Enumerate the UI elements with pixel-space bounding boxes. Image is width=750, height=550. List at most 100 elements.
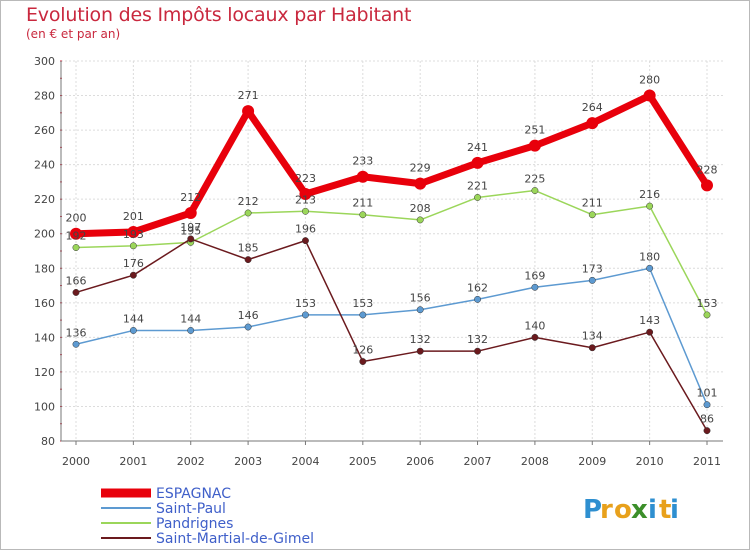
series-espagnac [70,89,713,240]
data-label: 212 [180,191,201,204]
data-point [359,358,367,365]
data-label: 211 [582,197,603,210]
data-label: 176 [123,257,144,270]
data-label: 193 [123,228,144,241]
data-label: 195 [180,224,201,237]
data-label: 126 [352,344,373,357]
data-point [187,327,195,334]
data-point [187,235,195,243]
data-point [242,105,255,118]
series-line [75,189,708,316]
data-label: 197 [180,221,201,234]
logo-letter: r [600,495,613,525]
data-label: 101 [697,387,718,400]
y-tick-label: 80 [41,435,55,448]
y-tick-label: 260 [34,124,55,137]
data-label: 264 [582,101,603,114]
series-line [75,238,708,432]
x-tick-label: 2011 [693,455,721,468]
series-line [72,92,711,238]
legend-label: Pandrignes [156,516,233,532]
data-point [701,179,713,192]
logo-letter: t [659,495,671,525]
legend-item[interactable]: Pandrignes [101,516,233,532]
data-point [244,323,252,331]
grid-lines: 80 100 120 140 160 180 200 220 240 260 280 300 2000 2… [34,55,723,468]
data-label: 185 [238,242,259,255]
data-point [646,328,654,336]
data-point [531,333,539,341]
data-point [474,347,481,355]
data-point [359,211,367,219]
data-point [359,311,367,319]
data-label: 153 [697,297,718,310]
data-point [127,226,140,238]
data-point [129,271,137,279]
y-tick-label: 220 [34,193,55,206]
data-point [302,207,309,215]
data-label: 146 [238,309,259,322]
data-label: 221 [467,179,488,192]
data-label: 212 [238,195,259,208]
data-label: 192 [66,230,87,243]
data-point [244,209,252,217]
data-point [531,187,539,194]
data-point [72,340,80,348]
data-label: 271 [238,89,259,102]
data-label: 140 [524,319,545,332]
data-point [588,211,596,219]
data-label: 213 [295,193,316,206]
data-point [588,344,596,352]
legend-label: Saint-Martial-de-Gimel [156,531,314,547]
legend-item[interactable]: Saint-Martial-de-Gimel [101,531,314,547]
chart-title: Evolution des Impôts locaux par Habitant [26,4,412,26]
x-tick-label: 2007 [464,455,492,468]
data-label: 166 [66,274,87,287]
legend-item[interactable]: ESPAGNAC [101,486,231,502]
data-point [244,256,252,264]
data-label: 162 [467,281,488,294]
legend: ESPAGNACSaint-PaulPandrignesSaint-Martia… [101,486,314,547]
logo-letter: x [631,495,648,525]
data-point [416,306,424,314]
x-tick-label: 2010 [636,455,664,468]
y-tick-label: 200 [34,228,55,241]
data-label: 201 [123,210,144,223]
data-point [129,327,137,334]
data-label: 251 [524,124,545,137]
data-label: 132 [467,333,488,346]
data-label: 280 [639,74,660,87]
data-label: 233 [352,155,373,168]
data-point [471,156,484,169]
x-tick-label: 2008 [521,455,549,468]
x-tick-label: 2009 [578,455,606,468]
y-tick-label: 160 [34,297,55,310]
data-label: 200 [66,212,87,225]
data-point [703,401,711,409]
data-label: 153 [295,297,316,310]
data-label: 228 [697,163,718,176]
legend-item[interactable]: Saint-Paul [101,501,226,517]
data-point [528,139,541,152]
y-tick-label: 280 [34,90,55,103]
data-point [129,242,137,250]
data-point [416,347,424,355]
data-point [586,117,599,130]
logo-letter: P [583,495,602,525]
data-label: 208 [410,202,431,215]
proxiti-logo: Pr o x i ti [583,495,679,525]
data-label: 173 [582,262,603,275]
x-tick-label: 2005 [349,455,377,468]
x-tick-label: 2001 [119,455,147,468]
data-label: 153 [352,297,373,310]
data-label: 169 [524,269,545,282]
data-label: 241 [467,141,488,154]
data-label: 143 [639,314,660,327]
data-point [646,264,654,272]
data-point [414,177,427,190]
data-label: 223 [295,172,316,185]
data-point [703,311,711,319]
data-label: 144 [180,312,201,325]
chart-subtitle: (en € et par an) [26,27,121,41]
